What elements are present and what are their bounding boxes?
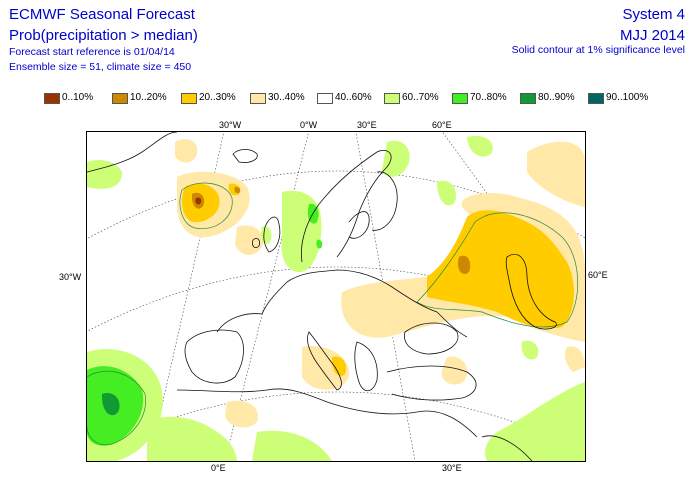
legend-swatch	[384, 93, 400, 104]
greece-outline	[354, 341, 378, 392]
iceland-outline	[232, 149, 258, 163]
map-title: ECMWF Seasonal Forecast	[9, 6, 195, 23]
prob-0-10-regions	[195, 197, 202, 205]
sweden-coast	[348, 211, 370, 239]
british-isles-outline	[263, 216, 281, 253]
north-africa-coast	[176, 388, 478, 438]
latitude-line	[87, 170, 585, 240]
legend-label: 60..70%	[402, 92, 439, 103]
turkey-outline	[386, 365, 477, 401]
lon-label-right-60e: 60°E	[588, 270, 608, 280]
forecast-map	[86, 131, 586, 462]
legend-label: 70..80%	[470, 92, 507, 103]
legend-swatch	[588, 93, 604, 104]
ensemble-size-text: Ensemble size = 51, climate size = 450	[9, 61, 192, 73]
scandinavia-outline	[301, 150, 392, 263]
greenland-coast	[87, 132, 178, 173]
map-canvas	[87, 132, 585, 461]
legend-swatch	[44, 93, 60, 104]
legend-swatch	[112, 93, 128, 104]
black-sea-outline	[404, 322, 459, 355]
legend-label: 80..90%	[538, 92, 575, 103]
finland-outline	[371, 171, 398, 231]
legend-label: 20..30%	[199, 92, 236, 103]
coastlines	[87, 132, 557, 461]
ireland-outline	[252, 238, 260, 248]
legend-label: 90..100%	[606, 92, 649, 103]
legend-label: 0..10%	[62, 92, 94, 103]
legend-label: 30..40%	[268, 92, 305, 103]
lon-label-top-30w: 30°W	[219, 120, 242, 130]
map-subtitle: Prob(precipitation > median)	[9, 27, 198, 44]
legend-swatch	[520, 93, 536, 104]
italy-outline	[307, 331, 342, 391]
legend-swatch	[250, 93, 266, 104]
legend-label: 40..60%	[335, 92, 372, 103]
caspian-sea-outline	[505, 253, 557, 330]
lon-label-top-30e: 30°E	[357, 120, 377, 130]
significance-note: Solid contour at 1% significance level	[511, 44, 685, 56]
system-label: System 4	[622, 6, 685, 23]
lon-label-bottom-30e: 30°E	[442, 463, 462, 473]
significance-contours	[87, 182, 578, 446]
prob-80-90-regions	[101, 392, 120, 416]
legend-swatch	[317, 93, 333, 104]
legend-label: 10..20%	[130, 92, 167, 103]
prob-20-30-regions	[181, 183, 574, 377]
europe-coast	[216, 269, 468, 338]
lon-label-left-30w: 30°W	[59, 272, 82, 282]
legend-swatch	[452, 93, 468, 104]
lon-label-bottom-0: 0°E	[211, 463, 226, 473]
arabia-coast	[481, 435, 533, 461]
prob-10-20-regions	[191, 186, 471, 275]
lon-label-top-60e: 60°E	[432, 120, 452, 130]
legend-swatch	[181, 93, 197, 104]
period-label: MJJ 2014	[619, 27, 685, 44]
iberia-outline	[184, 329, 244, 384]
forecast-start-text: Forecast start reference is 01/04/14	[9, 46, 175, 58]
lon-label-top-0: 0°W	[300, 120, 318, 130]
